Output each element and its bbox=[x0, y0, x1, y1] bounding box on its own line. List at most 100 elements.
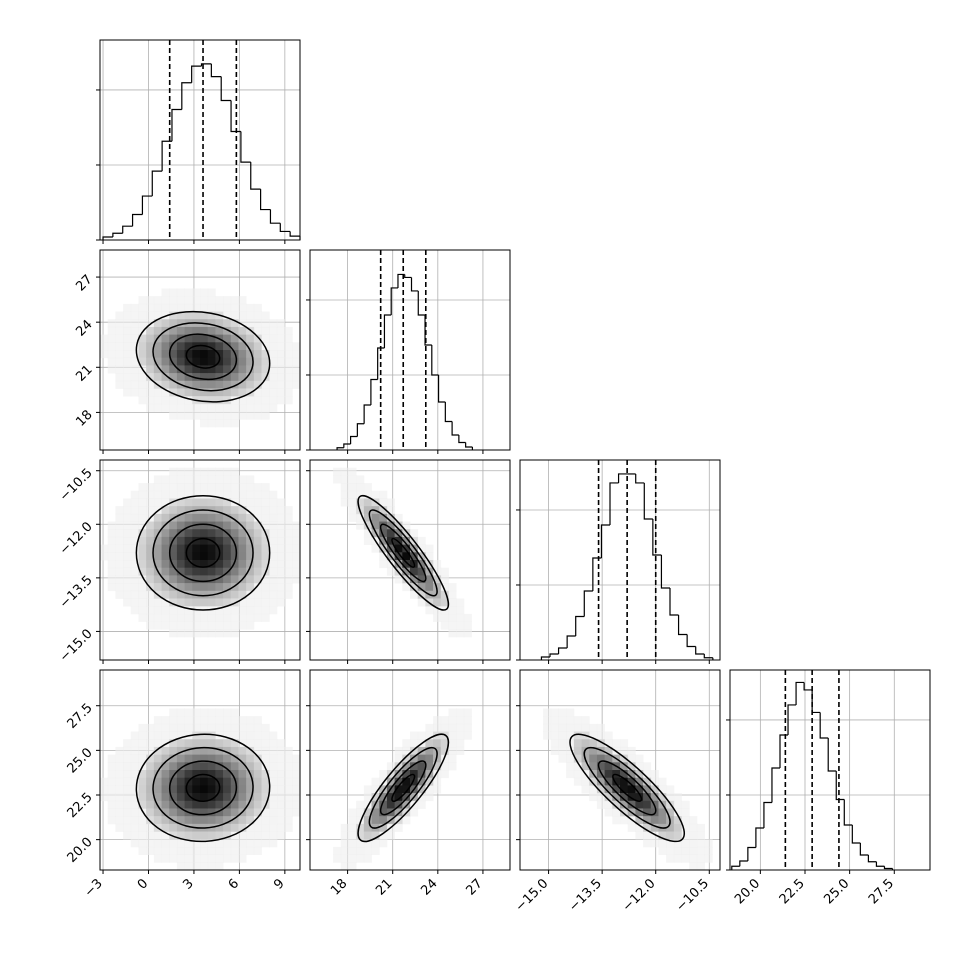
density-cell bbox=[650, 823, 659, 832]
density-cell bbox=[379, 490, 388, 499]
density-cell bbox=[138, 567, 147, 576]
density-cell bbox=[658, 785, 667, 794]
density-cell bbox=[169, 793, 178, 802]
contour bbox=[357, 733, 450, 843]
hist-bin bbox=[771, 767, 780, 803]
density-cell bbox=[176, 303, 186, 312]
density-cell bbox=[284, 762, 293, 771]
density-cell bbox=[238, 723, 247, 732]
density-cell bbox=[146, 739, 155, 748]
density-cell bbox=[269, 380, 278, 389]
density-cell bbox=[246, 621, 255, 630]
density-cell bbox=[161, 506, 170, 515]
density-cell bbox=[433, 716, 442, 725]
density-cell bbox=[146, 380, 155, 389]
density-cell bbox=[276, 513, 286, 522]
panel-frame bbox=[729, 669, 931, 871]
density-cell bbox=[246, 598, 255, 607]
density-cell bbox=[215, 403, 224, 412]
density-cell bbox=[425, 746, 434, 756]
contour bbox=[168, 333, 238, 381]
hist-bin bbox=[260, 189, 271, 211]
density-cell bbox=[207, 552, 216, 561]
hist-bin bbox=[747, 846, 756, 861]
density-cell bbox=[215, 567, 224, 576]
density-cell bbox=[253, 350, 262, 359]
density-cell bbox=[261, 723, 270, 732]
density-cell bbox=[284, 800, 293, 809]
density-cell bbox=[215, 762, 224, 771]
density-cell bbox=[161, 365, 170, 374]
density-cell bbox=[115, 536, 124, 546]
density-cell bbox=[123, 575, 132, 584]
density-cell bbox=[658, 831, 667, 840]
density-cell bbox=[176, 506, 186, 515]
density-cell bbox=[200, 411, 209, 420]
density-cell bbox=[284, 560, 293, 569]
density-cell bbox=[246, 816, 255, 825]
density-cell bbox=[192, 613, 201, 622]
hist-bin bbox=[141, 195, 153, 215]
density-cell bbox=[223, 839, 232, 848]
density-cell bbox=[292, 365, 300, 374]
density-cell bbox=[261, 403, 270, 412]
density-cell bbox=[246, 403, 255, 412]
density-cell bbox=[230, 560, 239, 569]
density-cell bbox=[169, 598, 178, 607]
density-cell bbox=[200, 629, 209, 638]
contour bbox=[135, 310, 271, 403]
density-cell bbox=[200, 296, 209, 305]
density-cell bbox=[146, 606, 155, 615]
density-cell bbox=[107, 575, 116, 584]
panel-frame bbox=[99, 249, 301, 451]
density-cell bbox=[130, 380, 139, 389]
density-cell bbox=[230, 490, 239, 499]
density-cell bbox=[146, 490, 155, 499]
density-cell bbox=[176, 388, 186, 397]
density-cell bbox=[153, 373, 162, 382]
density-cell bbox=[184, 380, 193, 389]
density-cell bbox=[410, 731, 419, 740]
density-cell bbox=[100, 350, 109, 359]
density-cell bbox=[184, 762, 193, 771]
density-cell bbox=[417, 731, 426, 740]
density-cell bbox=[200, 334, 209, 343]
density-cell bbox=[433, 590, 442, 599]
density-cell bbox=[386, 800, 396, 809]
density-cell bbox=[566, 754, 575, 763]
density-cell bbox=[207, 793, 216, 802]
density-cell bbox=[238, 490, 247, 499]
density-cell bbox=[425, 754, 434, 763]
hist-bin bbox=[363, 404, 371, 424]
density-cell bbox=[371, 808, 380, 817]
density-cell bbox=[200, 846, 209, 856]
density-cell bbox=[448, 754, 457, 763]
density-cell bbox=[696, 839, 706, 848]
contour bbox=[185, 344, 221, 369]
density-cell bbox=[215, 754, 224, 763]
density-cell bbox=[123, 567, 132, 576]
density-cell bbox=[276, 388, 286, 397]
density-cell bbox=[627, 754, 636, 763]
density-cell bbox=[223, 483, 232, 492]
density-cell bbox=[620, 777, 629, 786]
density-cell bbox=[394, 770, 403, 779]
density-cell bbox=[123, 816, 132, 825]
density-cell bbox=[246, 506, 255, 515]
density-cell bbox=[394, 552, 403, 561]
density-cell bbox=[558, 731, 567, 740]
density-cell bbox=[146, 754, 155, 763]
density-cell bbox=[161, 762, 170, 771]
density-cell bbox=[207, 613, 216, 622]
density-cell bbox=[169, 319, 178, 328]
density-cell bbox=[200, 303, 209, 312]
density-cell bbox=[169, 396, 178, 405]
density-cell bbox=[681, 839, 690, 848]
density-cell bbox=[192, 498, 201, 507]
density-cell bbox=[246, 396, 255, 405]
density-cell bbox=[215, 326, 224, 336]
density-cell bbox=[146, 613, 155, 622]
density-cell bbox=[463, 613, 472, 622]
density-cell bbox=[161, 544, 170, 553]
